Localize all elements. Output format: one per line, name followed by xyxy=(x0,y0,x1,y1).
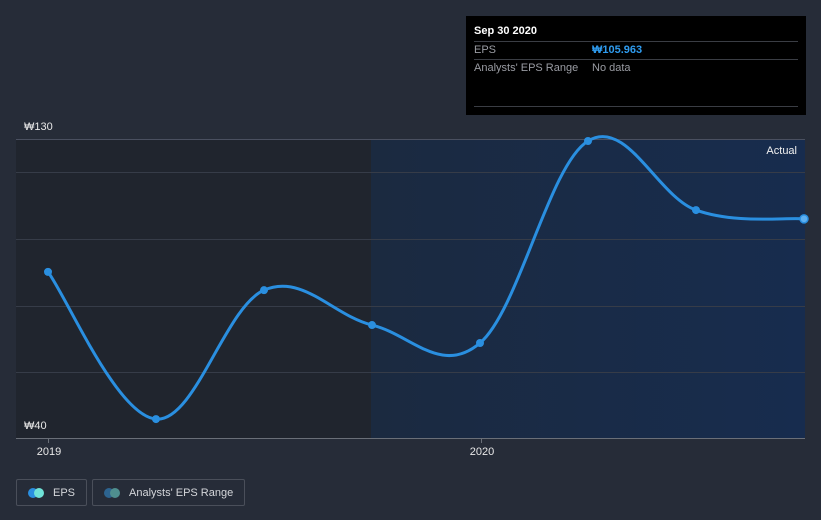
legend: EPS Analysts' EPS Range xyxy=(16,479,246,506)
tooltip-divider xyxy=(474,106,798,107)
actual-region-label: Actual xyxy=(766,145,797,157)
eps-data-point[interactable] xyxy=(260,286,268,295)
legend-dot xyxy=(28,487,38,498)
eps-data-point[interactable] xyxy=(368,321,376,330)
y-label-bottom: ₩40 xyxy=(24,420,47,432)
y-label-top: ₩130 xyxy=(24,121,53,133)
past-region xyxy=(16,139,371,438)
eps-data-point[interactable] xyxy=(44,267,52,276)
legend-analyst-range-button[interactable]: Analysts' EPS Range xyxy=(92,479,246,506)
eps-data-point[interactable] xyxy=(799,214,809,224)
x-label-2019: 2019 xyxy=(36,446,62,458)
eps-data-point[interactable] xyxy=(584,136,592,145)
tooltip-range-value: No data xyxy=(592,62,631,74)
eps-data-point[interactable] xyxy=(476,338,484,347)
tooltip-range-label: Analysts' EPS Range xyxy=(474,62,579,74)
tooltip-date: Sep 30 2020 xyxy=(474,16,798,42)
legend-analyst-range-label: Analysts' EPS Range xyxy=(129,486,234,499)
analyst-range-legend-icon xyxy=(104,487,121,498)
tooltip: Sep 30 2020 EPS ₩105.963 Analysts' EPS R… xyxy=(466,16,806,115)
x-label-2020: 2020 xyxy=(469,446,495,458)
legend-eps-button[interactable]: EPS xyxy=(16,479,88,506)
legend-dot xyxy=(104,487,115,498)
tooltip-row-range: Analysts' EPS Range No data xyxy=(474,60,798,77)
legend-dot xyxy=(110,487,121,498)
eps-data-point[interactable] xyxy=(152,415,160,424)
eps-legend-icon xyxy=(28,487,44,498)
gridlines xyxy=(16,139,805,373)
eps-points xyxy=(44,136,809,424)
legend-eps-label: EPS xyxy=(53,486,76,499)
legend-dot xyxy=(34,487,44,498)
tooltip-row-eps: EPS ₩105.963 xyxy=(474,42,798,60)
eps-data-point[interactable] xyxy=(692,206,700,215)
tooltip-eps-label: EPS xyxy=(474,44,497,56)
tooltip-eps-value: ₩105.963 xyxy=(592,44,643,56)
actual-region xyxy=(371,139,805,438)
